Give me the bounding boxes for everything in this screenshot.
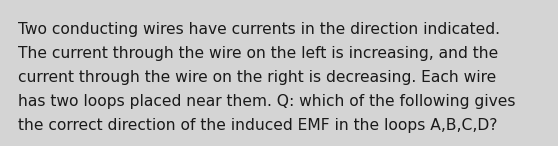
Text: the correct direction of the induced EMF in the loops A,B,C,D?: the correct direction of the induced EMF… bbox=[18, 118, 498, 133]
Text: The current through the wire on the left is increasing, and the: The current through the wire on the left… bbox=[18, 46, 498, 61]
Text: Two conducting wires have currents in the direction indicated.: Two conducting wires have currents in th… bbox=[18, 22, 500, 37]
Text: current through the wire on the right is decreasing. Each wire: current through the wire on the right is… bbox=[18, 70, 496, 85]
Text: has two loops placed near them. Q: which of the following gives: has two loops placed near them. Q: which… bbox=[18, 94, 516, 109]
